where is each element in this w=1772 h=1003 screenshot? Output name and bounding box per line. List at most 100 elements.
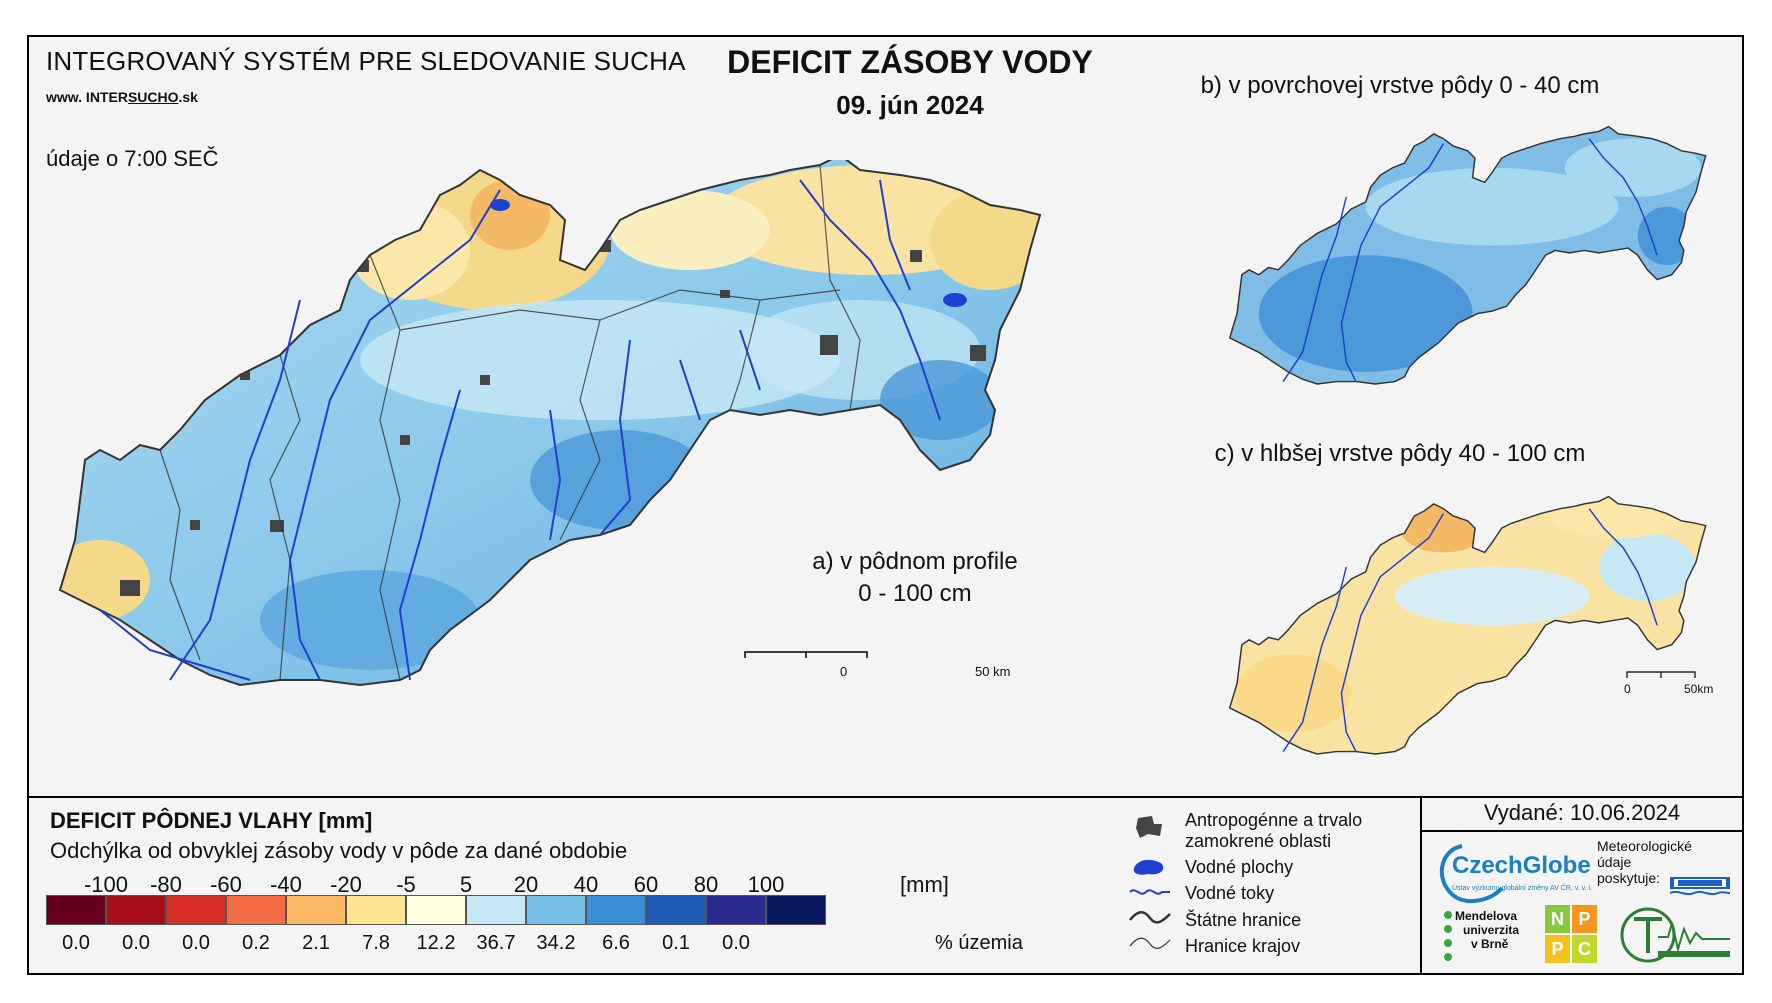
legend-color-scale [46,895,826,925]
legend-tick-label: -40 [270,872,302,897]
inset-scale-bar [1626,671,1696,678]
mendel-logo-icon [1444,911,1452,961]
mendel-line1: Mendelova [1455,909,1518,923]
water-body-icon [1133,859,1164,875]
time-note: údaje o 7:00 SEČ [46,146,219,171]
legend-percent-label: 6.6 [602,932,630,954]
legend-percent-label: 2.1 [302,932,330,954]
legend-tick-label: 40 [573,872,599,897]
legend-subtitle: Odchýlka od obvyklej zásoby vody v pôde … [50,838,628,863]
legend-tick-label: 100 [747,872,785,897]
shmu-logo-icon [1669,877,1731,896]
nppc-letter-n: N [1545,905,1570,933]
url-prefix: www. INTER [46,89,128,105]
nppc-letter-p1: P [1572,905,1597,933]
main-scale-end: 50 km [975,664,1011,679]
legend-tick-label: 60 [633,872,659,897]
legend-bin [406,895,466,925]
legend-bin [346,895,406,925]
meteo-provider-note: Meteorologické údaje poskytuje: [1597,838,1692,886]
map-c-label: c) v hlbšej vrstve pôdy 40 - 100 cm [1214,440,1586,467]
legend-percent-label: 7.8 [362,932,390,954]
issued-separator [1420,830,1744,832]
meteo-line1: Meteorologické [1597,838,1692,854]
legend-state-borders: Štátne hranice [1185,910,1302,930]
legend-bin [586,895,646,925]
uvz-logo-icon [1620,907,1730,963]
legend-percent-label: 36.7 [476,932,516,954]
nppc-letter-p2: P [1545,935,1570,963]
map-a-label-line1: a) v pôdnom profile [812,548,1018,575]
mendel-logo-text: Mendelova univerzita v Brně [1455,909,1519,951]
inset-map-b [1228,125,1707,385]
main-map-fill [60,160,1040,685]
legend-percent-label: 0.0 [62,932,90,954]
legend-tick-label: 20 [513,872,539,897]
legend-tick-label: -20 [330,872,362,897]
nppc-logo-icon: N P P C [1545,905,1597,963]
map-b-label: b) v povrchovej vrstve pôdy 0 - 40 cm [1200,72,1600,99]
main-map-slovakia [58,160,1042,687]
mendel-line2: univerzita [1463,923,1520,937]
legend-unit: [mm] [900,872,949,897]
legend-tick-label: 5 [459,872,473,897]
legend-rivers: Vodné toky [1185,883,1275,903]
legend-percent-label: 0.2 [242,932,270,954]
legend-water-bodies: Vodné plochy [1185,857,1294,877]
legend-anthropogenic: Antropogénne a trvalo zamokrené oblasti [1185,810,1362,852]
legend-bin [106,895,166,925]
legend-bin [466,895,526,925]
system-title: INTEGROVANÝ SYSTÉM PRE SLEDOVANIE SUCHA [46,46,686,76]
river-icon [1129,889,1170,895]
czechglobe-logo-text: CzechGlobe [1452,852,1591,879]
czechglobe-logo-icon [1439,844,1504,904]
legend-percent-unit: % územia [935,932,1023,954]
meteo-line3: poskytuje: [1597,870,1661,886]
issued-date: Vydané: 10.06.2024 [1483,800,1681,825]
map-date: 09. jún 2024 [836,90,984,120]
footer-separator [1420,796,1422,975]
legend-title: DEFICIT PÔDNEJ VLAHY [mm] [50,808,373,833]
legend-percent-label: 34.2 [536,932,576,954]
legend-bin [526,895,586,925]
legend-bin [766,895,826,925]
inset-scale-start: 0 [1624,682,1631,696]
legend-percent-label: 12.2 [416,932,456,954]
legend-anthropogenic-line1: Antropogénne a trvalo [1185,810,1363,830]
legend-tick-label: -5 [396,872,416,897]
page-title: DEFICIT ZÁSOBY VODY [727,44,1093,80]
legend-bin [46,895,106,925]
main-map-scale-bar [744,651,868,658]
legend-percent-label: 0.1 [662,932,690,954]
legend-tick-label: -100 [83,872,129,897]
nppc-letter-c: C [1572,935,1597,963]
meteo-line2: údaje [1597,854,1632,870]
legend-bin [706,895,766,925]
map-a-label: a) v pôdnom profile 0 - 100 cm [785,546,1045,610]
inset-map-c [1228,495,1707,755]
legend-bin [646,895,706,925]
czechglobe-logo-subtitle: Ústav výzkumu globální změny AV ČR, v. v… [1452,885,1593,892]
region-border-icon [1129,937,1171,949]
legend-percent-label: 0.0 [182,932,210,954]
legend-tick-label: -60 [210,872,242,897]
url-suffix: .sk [178,89,198,105]
legend-bin [166,895,226,925]
state-border-icon [1129,911,1171,924]
mendel-line3: v Brně [1471,937,1509,951]
website-url[interactable]: www. INTERSUCHO.sk [46,89,198,105]
legend-tick-label: 80 [693,872,719,897]
legend-separator [27,796,1744,798]
map-a-label-line2: 0 - 100 cm [858,580,972,607]
legend-region-borders: Hranice krajov [1185,936,1301,956]
main-scale-start: 0 [840,664,848,679]
anthropogenic-icon [1136,816,1162,838]
url-underlined: SUCHO [127,89,179,105]
legend-percent-label: 0.0 [122,932,150,954]
legend-anthropogenic-line2: zamokrené oblasti [1185,831,1332,851]
legend-bin [226,895,286,925]
inset-scale-end: 50km [1684,682,1714,696]
legend-bin [286,895,346,925]
legend-percent-label: 0.0 [722,932,750,954]
legend-tick-label: -80 [150,872,182,897]
